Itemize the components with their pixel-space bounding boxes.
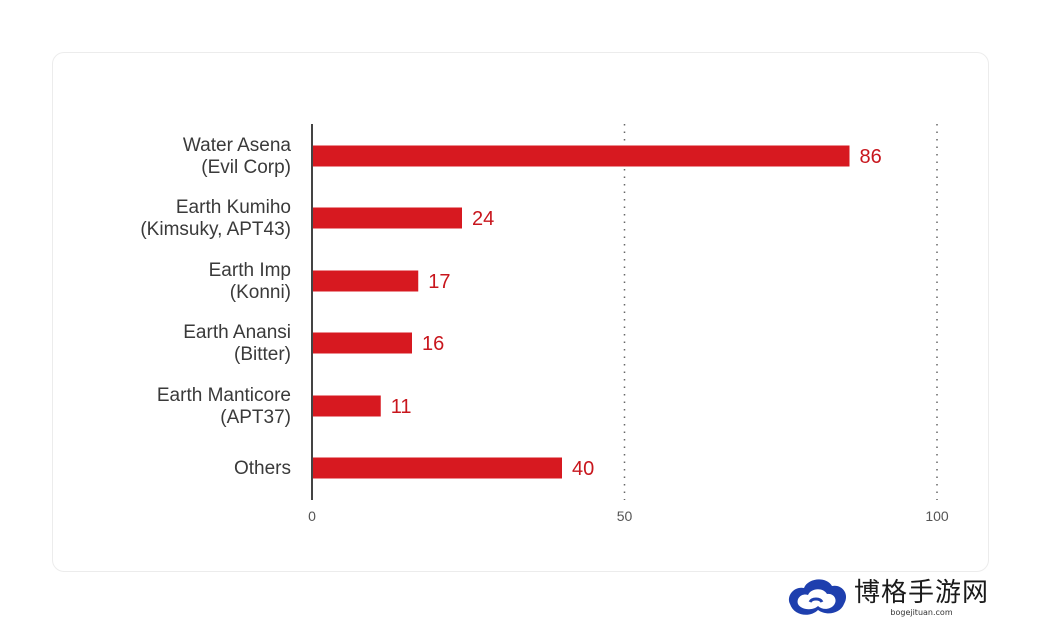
category-label: (Evil Corp) [201, 157, 291, 178]
x-axis-ticks: 0 50 100 [308, 508, 949, 524]
category-label: (Kimsuky, APT43) [140, 219, 291, 240]
grid-lines [623, 124, 938, 500]
category-label: Water Asena [183, 135, 292, 156]
watermark: 博格手游网 bogejituan.com [782, 572, 1022, 624]
category-label: (Konni) [230, 282, 291, 303]
watermark-title: 博格手游网 [854, 578, 990, 608]
category-label: (APT37) [220, 407, 291, 428]
x-tick-label: 100 [925, 508, 949, 524]
bar [312, 207, 462, 229]
value-label: 40 [572, 458, 594, 480]
bars [312, 145, 850, 479]
chart-card [52, 52, 989, 572]
category-labels: Water Asena(Evil Corp) Earth Kumiho(Kimsu… [140, 135, 291, 479]
bar [312, 270, 419, 292]
x-tick-label: 0 [308, 508, 316, 524]
x-tick-label: 50 [617, 508, 633, 524]
category-label: Others [234, 458, 291, 479]
bar [312, 395, 381, 417]
value-label: 11 [391, 396, 412, 418]
value-label: 24 [472, 208, 494, 230]
category-label: (Bitter) [234, 344, 291, 365]
value-label: 86 [860, 146, 882, 168]
bar [312, 332, 412, 354]
value-labels: 86 24 17 16 11 40 [391, 146, 882, 480]
value-label: 16 [422, 333, 444, 355]
category-label: Earth Manticore [157, 385, 291, 406]
value-label: 17 [428, 271, 450, 293]
watermark-subtitle: bogejituan.com [890, 608, 953, 617]
category-label: Earth Imp [209, 260, 291, 281]
bar [312, 145, 850, 167]
bar [312, 457, 562, 479]
category-label: Earth Kumiho [176, 197, 291, 218]
cloud-logo-icon [788, 579, 847, 615]
category-label: Earth Anansi [183, 322, 291, 343]
